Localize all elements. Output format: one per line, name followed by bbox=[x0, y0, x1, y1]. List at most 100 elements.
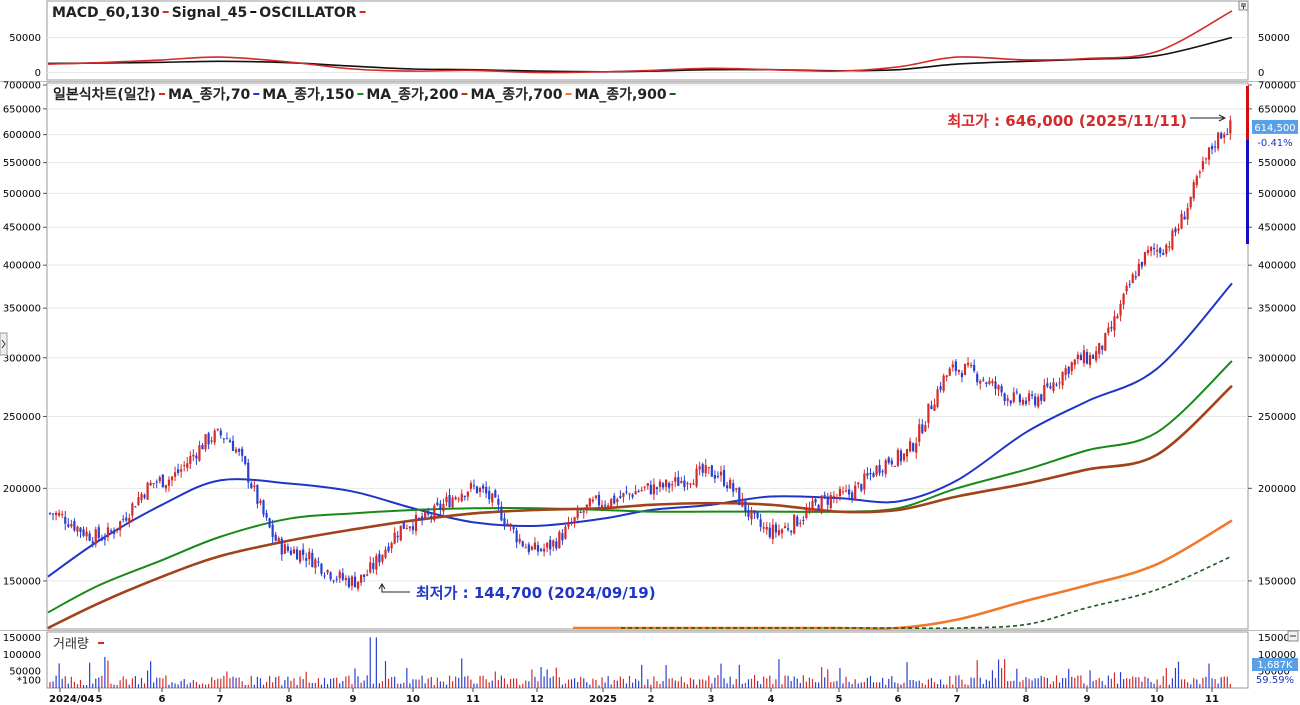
candle-body bbox=[933, 404, 936, 411]
candle-body bbox=[210, 440, 213, 442]
candle-body bbox=[286, 546, 289, 551]
candle-body bbox=[1214, 146, 1217, 148]
legend-color-dash bbox=[250, 11, 257, 13]
candle-body bbox=[665, 479, 668, 487]
candle-body bbox=[100, 539, 103, 541]
candle-body bbox=[646, 483, 649, 486]
candle-body bbox=[597, 494, 601, 506]
candle-body bbox=[585, 504, 588, 509]
price-legend-item: 일본식차트(일간) bbox=[53, 86, 156, 103]
candle-body bbox=[701, 464, 704, 473]
candle-body bbox=[512, 527, 515, 530]
candle-body bbox=[668, 483, 671, 488]
candle-body bbox=[256, 484, 259, 504]
candle-body bbox=[1174, 228, 1177, 233]
candle-body bbox=[1082, 350, 1086, 364]
price-legend-item: MA_종가,900 bbox=[575, 87, 667, 103]
candle-body bbox=[424, 511, 427, 518]
candle-body bbox=[600, 505, 604, 509]
candle-body bbox=[826, 497, 829, 505]
candle-body bbox=[308, 551, 311, 560]
candle-body bbox=[1085, 352, 1089, 364]
candle-body bbox=[1198, 171, 1201, 174]
candle-body bbox=[564, 526, 567, 539]
x-tick-label: 7 bbox=[217, 694, 224, 705]
candle-body bbox=[848, 489, 851, 495]
volume-legend: 거래량 bbox=[53, 637, 89, 652]
candle-body bbox=[875, 465, 878, 475]
macd-tick-right: 50000 bbox=[1258, 33, 1290, 44]
moving-averages bbox=[47, 282, 1233, 630]
candle-body bbox=[320, 563, 323, 574]
candle-body bbox=[381, 554, 384, 562]
x-tick-label: 7 bbox=[954, 694, 961, 705]
candle-body bbox=[829, 495, 832, 508]
macd-tick-right: 0 bbox=[1258, 68, 1264, 79]
candle-body bbox=[155, 481, 158, 483]
candle-body bbox=[51, 513, 55, 515]
x-tick-label: 8 bbox=[1023, 694, 1030, 705]
candle-body bbox=[326, 569, 329, 573]
candle-body bbox=[97, 527, 100, 538]
price-tick-label-left: 550000 bbox=[3, 158, 41, 169]
candle-body bbox=[1031, 394, 1034, 396]
candle-body bbox=[262, 500, 265, 515]
volume-bars bbox=[49, 637, 1231, 688]
candle-body bbox=[942, 375, 945, 391]
candle-body bbox=[539, 548, 543, 551]
candle-body bbox=[1037, 396, 1040, 407]
price-tick-label-right: 200000 bbox=[1258, 484, 1296, 495]
candle-body bbox=[1021, 399, 1025, 405]
current-volume-value: 1,687K bbox=[1257, 660, 1293, 671]
candle-body bbox=[466, 491, 469, 497]
candle-body bbox=[1201, 161, 1204, 170]
candle-body bbox=[1116, 316, 1119, 319]
candle-body bbox=[302, 549, 305, 555]
candle-body bbox=[73, 520, 76, 531]
price-legend-item: MA_종가,150 bbox=[262, 87, 354, 103]
candle-body bbox=[817, 505, 820, 511]
candle-body bbox=[292, 549, 296, 554]
candle-body bbox=[347, 578, 350, 588]
candle-body bbox=[921, 424, 924, 434]
x-tick-label: 11 bbox=[466, 694, 480, 705]
candle-body bbox=[67, 524, 70, 527]
macd-axis: 50000 50000 0 0 bbox=[9, 33, 1290, 79]
candle-body bbox=[311, 552, 314, 568]
candle-body bbox=[1079, 355, 1082, 361]
x-axis: 2024/04 5 6 7 8 9 10 11 12 2025 2 3 4 5 6 7 8 9 10 11 bbox=[49, 688, 1219, 705]
candle-body bbox=[1223, 134, 1226, 138]
candle-body bbox=[588, 498, 591, 507]
price-frame bbox=[46, 82, 1249, 630]
candle-body bbox=[186, 463, 189, 468]
candle-body bbox=[820, 495, 823, 513]
candle-body bbox=[570, 522, 573, 524]
candle-body bbox=[543, 548, 546, 552]
candle-body bbox=[146, 482, 149, 500]
candle-body bbox=[533, 542, 537, 550]
candle-body bbox=[219, 430, 222, 436]
candle-body bbox=[982, 379, 985, 381]
price-annotations: 최고가 : 646,000 (2025/11/11) 최저가 : 144,700 … bbox=[378, 86, 1298, 602]
price-grid bbox=[47, 84, 1248, 582]
candle-body bbox=[277, 537, 280, 542]
candle-body bbox=[225, 438, 228, 440]
candle-body bbox=[1107, 327, 1110, 334]
x-tick-label: 6 bbox=[159, 694, 166, 705]
candle-body bbox=[677, 477, 680, 486]
candle-body bbox=[866, 473, 869, 476]
candle-body bbox=[341, 573, 344, 580]
candle-body bbox=[497, 498, 500, 505]
macd-legend-item: OSCILLATOR bbox=[259, 5, 357, 21]
candle-body bbox=[88, 533, 91, 541]
legend-color-dash bbox=[253, 93, 260, 95]
ma-line-2 bbox=[47, 360, 1233, 614]
price-tick-label-right: 450000 bbox=[1258, 223, 1296, 234]
candle-body bbox=[271, 524, 274, 537]
candle-body bbox=[756, 511, 759, 518]
collapse-handle-glyph bbox=[1, 339, 6, 349]
candle-body bbox=[835, 496, 838, 499]
candle-body bbox=[719, 471, 723, 476]
candle-body bbox=[683, 480, 686, 488]
